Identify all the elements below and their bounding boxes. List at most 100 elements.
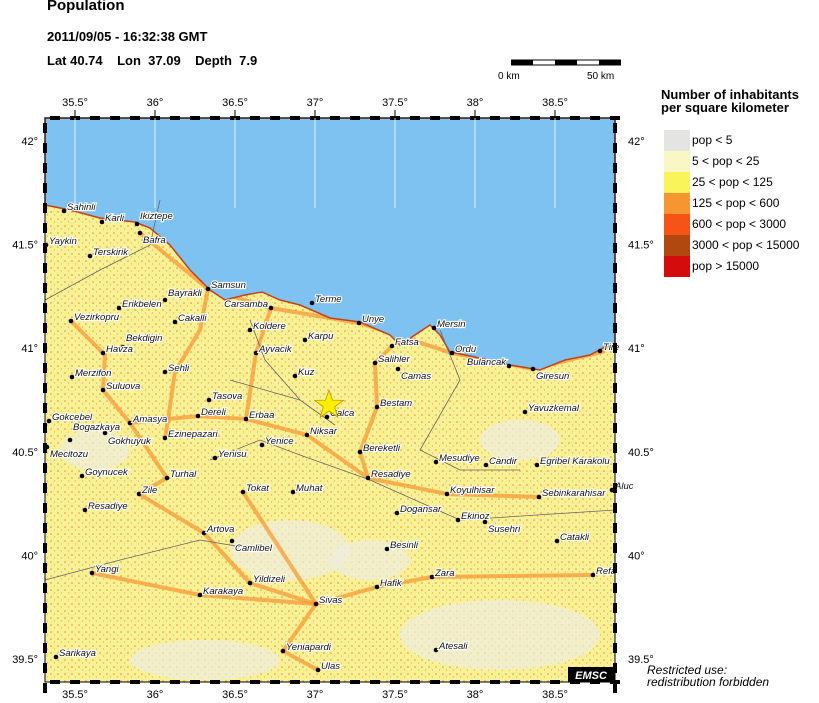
city-label: Terskirik	[93, 247, 129, 258]
city-marker	[374, 404, 380, 410]
lat-label-right: 41.5°	[628, 240, 654, 252]
frame-dash	[570, 116, 580, 120]
frame-dash	[190, 116, 200, 120]
legend-swatch	[664, 130, 690, 151]
scale-right-label: 50 km	[587, 71, 615, 82]
frame-dash	[43, 123, 47, 133]
lon-label-bottom: 38°	[467, 689, 484, 701]
frame-dash	[43, 463, 47, 473]
frame-dash	[290, 116, 300, 120]
city-label: Camas	[401, 371, 431, 382]
frame-dash	[290, 680, 300, 684]
city-marker	[389, 343, 395, 349]
city-marker	[597, 348, 603, 354]
city-marker	[206, 397, 212, 403]
frame-dash	[43, 243, 47, 253]
emsc-logo-text: EMSC	[575, 670, 608, 682]
city-marker	[253, 350, 259, 356]
city-label: Fatsa	[395, 337, 419, 348]
scale-bar: 0 km 50 km	[498, 58, 621, 82]
frame-dash	[610, 116, 620, 120]
city-label: Turhal	[170, 469, 197, 480]
city-label: Salihler	[378, 354, 411, 365]
city-label: Mersin	[437, 319, 466, 330]
star-icon	[313, 388, 345, 419]
city-marker	[46, 418, 52, 424]
frame-dash	[43, 503, 47, 513]
city-marker	[243, 416, 249, 422]
frame-dash	[43, 203, 47, 213]
frame-dash	[613, 643, 617, 653]
frame-dash	[190, 680, 200, 684]
lon-label-top: 37°	[307, 97, 324, 109]
city-label: Havza	[106, 344, 133, 355]
lat-label-right: 41°	[628, 343, 645, 355]
road	[137, 492, 317, 606]
city-marker	[372, 360, 378, 366]
lon-label-bottom: 35.5°	[62, 689, 88, 701]
frame-dash	[350, 680, 360, 684]
frame-dash	[43, 343, 47, 353]
city-label: Niksar	[310, 426, 338, 437]
city-marker	[302, 337, 308, 343]
city-marker	[100, 350, 106, 356]
province-border	[419, 329, 520, 471]
city-label: Gokhuyuk	[108, 436, 152, 447]
lat-label-right: 39.5°	[628, 654, 654, 666]
city-marker	[68, 318, 74, 324]
frame-dash	[43, 283, 47, 293]
frame-dash	[110, 116, 120, 120]
city-label: Bereketli	[363, 443, 401, 454]
legend-title-line1: Number of inhabitants	[661, 87, 799, 102]
frame-dash	[43, 163, 47, 173]
city-marker	[356, 320, 362, 326]
city-label: Koldere	[253, 321, 286, 332]
frame-dash	[530, 680, 540, 684]
city-marker	[79, 473, 85, 479]
frame-dash	[510, 680, 520, 684]
city-marker	[197, 592, 203, 598]
city-marker	[280, 648, 286, 654]
city-marker	[290, 489, 296, 495]
frame-dash	[43, 663, 47, 673]
frame-dash	[490, 680, 500, 684]
frame-dash	[370, 680, 380, 684]
frame-dash	[43, 543, 47, 553]
frame-dash	[613, 483, 617, 493]
city-label: Cakalli	[178, 313, 207, 324]
city-marker	[482, 519, 488, 525]
usage-note-line2: redistribution forbidden	[647, 675, 770, 689]
city-label: Egribel Karakolu	[540, 456, 610, 467]
city-marker	[205, 286, 211, 292]
city-marker	[162, 435, 168, 441]
city-label: Mesudiye	[439, 453, 480, 464]
frame-dash	[613, 543, 617, 553]
city-marker	[313, 601, 319, 607]
city-marker	[324, 414, 330, 420]
city-marker	[483, 462, 489, 468]
frame-dash	[270, 116, 280, 120]
city-marker	[172, 319, 178, 325]
frame-dash	[613, 163, 617, 173]
frame-dash	[613, 623, 617, 633]
city-label: Refa	[596, 566, 616, 577]
city-label: Candir	[489, 456, 518, 467]
city-label: Yenice	[265, 436, 294, 447]
city-marker	[87, 253, 93, 259]
frame-dash	[90, 680, 100, 684]
city-label: Bayrakli	[168, 288, 203, 299]
lon-label-bottom: 37°	[307, 689, 324, 701]
city-label: Erikbelen	[122, 299, 162, 310]
frame-dash	[470, 680, 480, 684]
frame-dash	[613, 523, 617, 533]
frame-dash	[43, 223, 47, 233]
emsc-logo	[568, 667, 615, 682]
city-label: Catakli	[560, 532, 590, 543]
city-marker	[201, 530, 207, 536]
city-marker	[61, 208, 67, 214]
lat-label-left: 41°	[21, 343, 38, 355]
lat-label-left: 42°	[21, 136, 38, 148]
city-label: Zile	[141, 485, 157, 496]
city-marker	[136, 491, 142, 497]
legend-swatch	[664, 256, 690, 277]
